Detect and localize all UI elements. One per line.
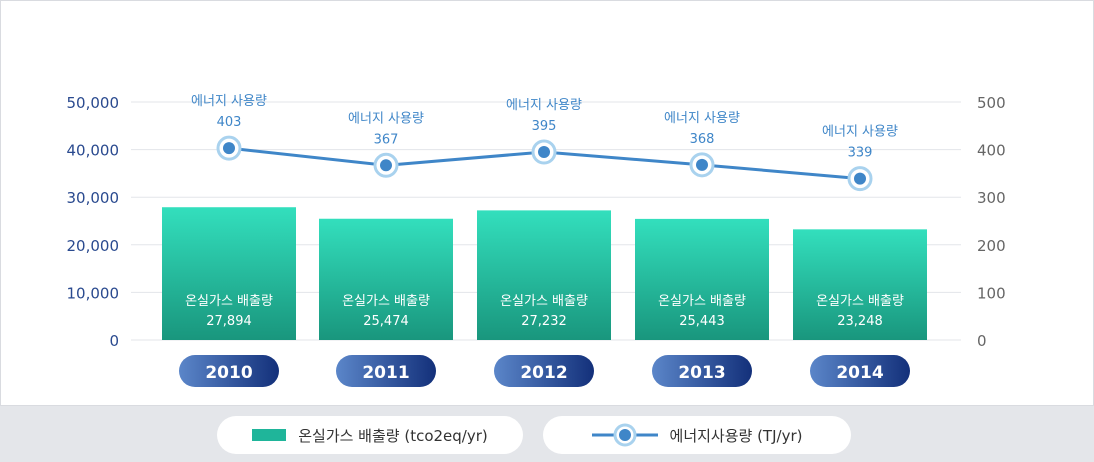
- bar: [162, 207, 296, 340]
- bar-label: 온실가스 배출량: [658, 294, 746, 309]
- bar-value-label: 27,894: [206, 314, 252, 329]
- left-tick-label: 0: [109, 332, 119, 350]
- point: [223, 142, 235, 155]
- point-value-label: 367: [374, 132, 399, 147]
- bar-value-label: 25,443: [679, 314, 725, 329]
- combo-chart: 온실가스 배출량 27,894 온실가스 배출량 25,474 온실가스 배출량 27,2…: [67, 94, 1006, 387]
- point: [854, 172, 866, 185]
- bar-swatch-icon: [252, 429, 287, 441]
- bar-value-label: 23,248: [837, 314, 883, 329]
- bar: [477, 210, 611, 340]
- left-tick-label: 40,000: [67, 142, 120, 160]
- left-tick-label: 50,000: [67, 94, 120, 112]
- point-series-label: 에너지 사용량: [822, 125, 898, 140]
- legend-label-emissions: 온실가스 배출량 (tco2eq/yr): [298, 426, 488, 445]
- point-value-label: 368: [690, 132, 715, 147]
- left-tick-label: 30,000: [67, 189, 120, 207]
- right-tick-label: 400: [977, 142, 1006, 160]
- category-label: 2013: [678, 363, 725, 383]
- bar: [793, 229, 927, 340]
- category-label: 2012: [520, 363, 567, 383]
- category-label: 2010: [205, 363, 252, 383]
- bar: [635, 218, 769, 340]
- point-value-label: 403: [217, 115, 242, 130]
- right-tick-label: 100: [977, 284, 1006, 302]
- category-label: 2014: [836, 363, 883, 383]
- bar-value-label: 25,474: [363, 314, 409, 329]
- point-series-label: 에너지 사용량: [506, 98, 582, 113]
- bar: [319, 218, 453, 340]
- right-tick-label: 300: [977, 189, 1006, 207]
- point-value-label: 395: [532, 119, 557, 134]
- category-label: 2011: [362, 363, 409, 383]
- legend-item-emissions: 온실가스 배출량 (tco2eq/yr): [217, 416, 523, 454]
- point: [696, 158, 708, 171]
- right-tick-label: 500: [977, 94, 1006, 112]
- legend: 온실가스 배출량 (tco2eq/yr) 에너지사용량 (TJ/yr): [0, 406, 1094, 462]
- category-pill: [494, 355, 594, 387]
- bar-label: 온실가스 배출량: [342, 294, 430, 309]
- left-tick-label: 20,000: [67, 237, 120, 255]
- bar-value-label: 27,232: [521, 314, 567, 329]
- point: [380, 159, 392, 172]
- point-series-label: 에너지 사용량: [191, 94, 267, 109]
- bar-label: 온실가스 배출량: [816, 294, 904, 309]
- bar-label: 온실가스 배출량: [185, 294, 273, 309]
- line-marker-icon: [591, 423, 658, 447]
- chart-panel: 온실가스 배출량 27,894 온실가스 배출량 25,474 온실가스 배출량 27,2…: [0, 0, 1094, 406]
- point-series-label: 에너지 사용량: [664, 111, 740, 126]
- category-pill: [336, 355, 436, 387]
- right-tick-label: 0: [977, 332, 987, 350]
- point-value-label: 339: [848, 146, 873, 161]
- legend-label-energy: 에너지사용량 (TJ/yr): [669, 426, 803, 445]
- left-tick-label: 10,000: [67, 284, 120, 302]
- category-pill: [179, 355, 279, 387]
- category-pill: [652, 355, 752, 387]
- bar-label: 온실가스 배출량: [500, 294, 588, 309]
- right-tick-label: 200: [977, 237, 1006, 255]
- point-series-label: 에너지 사용량: [348, 111, 424, 126]
- category-pill: [810, 355, 910, 387]
- legend-item-energy: 에너지사용량 (TJ/yr): [543, 416, 851, 454]
- point: [538, 145, 550, 158]
